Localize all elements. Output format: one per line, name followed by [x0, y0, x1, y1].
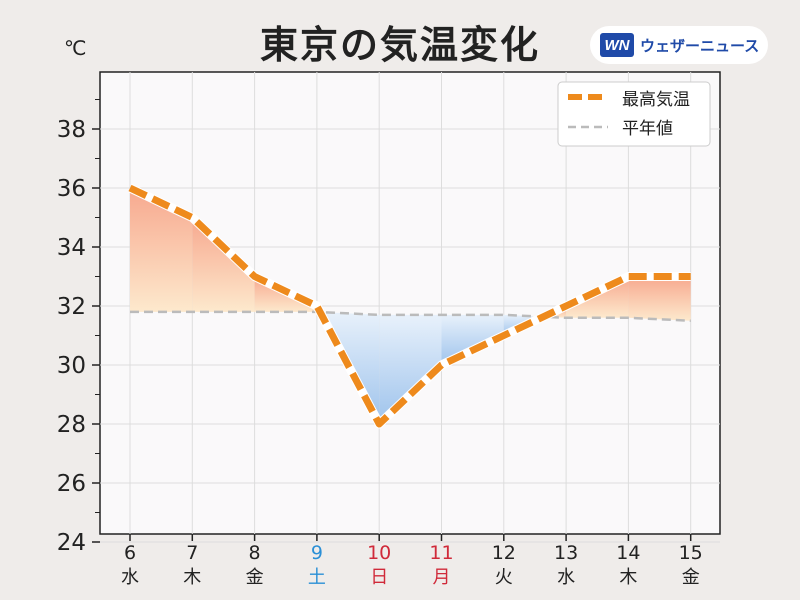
above-normal-fill — [628, 276, 691, 321]
x-tick-weekday: 火 — [495, 567, 513, 588]
x-tick-weekday: 水 — [557, 567, 575, 588]
x-tick-date: 8 — [249, 542, 261, 564]
x-tick-weekday: 土 — [308, 567, 326, 588]
series-max-line — [128, 184, 691, 428]
legend: 最高気温 平年値 — [557, 81, 711, 147]
series-normal-line — [130, 310, 691, 322]
below-normal-fill — [379, 314, 442, 424]
logo-text: ウェザーニュース — [640, 36, 760, 55]
legend-label-max: 最高気温 — [622, 90, 690, 110]
x-tick-date: 12 — [492, 542, 516, 564]
x-tick-weekday: 金 — [246, 567, 264, 588]
weathernews-logo: WN ウェザーニュース — [590, 26, 768, 64]
x-tick-weekday: 日 — [370, 567, 388, 588]
x-tick-date: 15 — [679, 542, 703, 564]
x-tick-date: 6 — [124, 542, 136, 564]
x-tick-weekday: 金 — [682, 567, 700, 588]
x-tick-date: 10 — [367, 542, 391, 564]
below-normal-fill — [441, 314, 504, 365]
y-tick-label: 24 — [57, 530, 86, 556]
x-tick-weekday: 月 — [433, 567, 451, 588]
x-tick-date: 14 — [616, 542, 640, 564]
y-tick-label: 28 — [57, 412, 86, 438]
y-axis-unit: ℃ — [64, 36, 87, 60]
x-tick-date: 11 — [429, 542, 453, 564]
above-normal-fill — [130, 188, 193, 312]
x-tick-weekday: 木 — [183, 567, 201, 588]
x-tick-weekday: 木 — [619, 567, 637, 588]
y-tick-label: 34 — [57, 235, 86, 261]
y-tick-label: 38 — [57, 117, 86, 143]
wn-logo-icon: WN — [600, 33, 634, 57]
y-tick-label: 32 — [57, 294, 86, 320]
y-tick-label: 30 — [57, 353, 86, 379]
above-normal-fill — [192, 217, 255, 312]
x-tick-date: 13 — [554, 542, 578, 564]
chart-title: 東京の気温変化 — [259, 23, 540, 67]
x-tick-weekday: 水 — [121, 567, 139, 588]
legend-label-normal: 平年値 — [622, 119, 673, 139]
y-tick-label: 26 — [57, 471, 86, 497]
y-tick-label: 36 — [57, 176, 86, 202]
x-tick-date: 7 — [186, 542, 198, 564]
x-tick-date: 9 — [311, 542, 323, 564]
